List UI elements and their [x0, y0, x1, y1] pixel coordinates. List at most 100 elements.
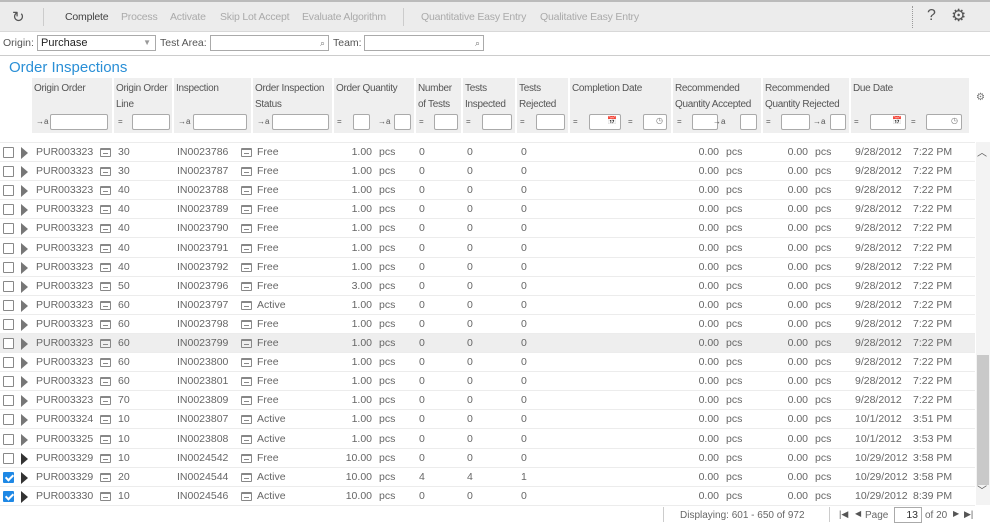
open-detail-icon[interactable] [241, 167, 252, 177]
filter-operator-icon[interactable]: = [766, 117, 771, 126]
column-filter-input[interactable] [394, 114, 411, 130]
open-detail-icon[interactable] [100, 396, 111, 406]
column-filter-input[interactable] [272, 114, 329, 130]
first-page-icon[interactable]: |◀ [839, 509, 849, 519]
row-checkbox[interactable] [3, 185, 14, 197]
column-filter-input[interactable]: 📅 [870, 114, 906, 130]
table-row[interactable]: PUR003323 40 IN0023790 Free 1.00 pcs 0 0 0 0.00 pc… [0, 219, 975, 239]
open-detail-icon[interactable] [241, 434, 252, 444]
expand-arrow-icon[interactable] [21, 204, 28, 217]
filter-operator-icon[interactable]: →a [257, 117, 270, 126]
column-filter-input[interactable] [781, 114, 810, 130]
row-checkbox[interactable] [3, 261, 14, 273]
table-row[interactable]: PUR003323 30 IN0023787 Free 1.00 pcs 0 0 0 0.00 pc… [0, 162, 975, 182]
open-detail-icon[interactable] [100, 186, 111, 196]
table-row[interactable]: PUR003324 10 IN0023807 Active 1.00 pcs 0 0 0 0.00… [0, 410, 975, 430]
filter-operator-icon[interactable]: →a [713, 117, 726, 126]
table-row[interactable]: PUR003325 10 IN0023808 Active 1.00 pcs 0 0 0 0.00… [0, 430, 975, 449]
help-button[interactable]: ? [927, 7, 936, 24]
open-detail-icon[interactable] [241, 453, 252, 463]
expand-arrow-icon[interactable] [21, 318, 28, 331]
open-detail-icon[interactable] [241, 396, 252, 406]
lookup-icon[interactable]: ⌕ [319, 38, 325, 48]
row-checkbox[interactable] [3, 204, 14, 216]
open-detail-icon[interactable] [241, 205, 252, 215]
filter-operator-icon[interactable]: = [419, 117, 424, 126]
row-checkbox[interactable] [3, 490, 14, 502]
filter-operator-icon[interactable]: →a [813, 117, 826, 126]
row-checkbox[interactable] [3, 414, 14, 426]
table-row[interactable]: PUR003323 60 IN0023797 Active 1.00 pcs 0 0 0 0.00… [0, 296, 975, 315]
row-checkbox[interactable] [3, 299, 14, 311]
row-checkbox[interactable] [3, 376, 14, 388]
row-checkbox[interactable] [3, 452, 14, 464]
open-detail-icon[interactable] [100, 281, 111, 291]
expand-arrow-icon[interactable] [21, 357, 28, 370]
activate-button[interactable]: Activate [170, 11, 206, 23]
open-detail-icon[interactable] [241, 319, 252, 329]
column-filter-input[interactable]: ◷ [643, 114, 667, 130]
table-row[interactable]: PUR003323 70 IN0023809 Free 1.00 pcs 0 0 0 0.00 pc… [0, 391, 975, 411]
scrollbar-thumb[interactable] [977, 355, 989, 485]
process-button[interactable]: Process [121, 11, 158, 23]
filter-operator-icon[interactable]: = [466, 117, 471, 126]
last-page-icon[interactable]: ▶| [964, 509, 974, 519]
row-checkbox[interactable] [3, 395, 14, 407]
filter-operator-icon[interactable]: = [520, 117, 525, 126]
filter-operator-icon[interactable]: = [337, 117, 342, 126]
column-header[interactable]: Tests Inspected [463, 78, 515, 133]
row-checkbox[interactable] [3, 318, 14, 330]
open-detail-icon[interactable] [241, 491, 252, 501]
open-detail-icon[interactable] [241, 300, 252, 310]
open-detail-icon[interactable] [241, 281, 252, 291]
column-filter-input[interactable] [740, 114, 757, 130]
scroll-down-icon[interactable]: ﹀ [977, 486, 987, 497]
filter-operator-icon[interactable]: →a [378, 117, 391, 126]
expand-arrow-icon[interactable] [21, 147, 28, 159]
next-page-icon[interactable]: ▶ [953, 509, 960, 518]
column-filter-input[interactable] [353, 114, 370, 130]
column-filter-input[interactable]: 📅 [589, 114, 621, 130]
open-detail-icon[interactable] [100, 358, 111, 368]
complete-button[interactable]: Complete [65, 11, 109, 23]
filter-operator-icon[interactable]: = [573, 117, 578, 126]
evaluate-algorithm-button[interactable]: Evaluate Algorithm [302, 11, 386, 23]
expand-arrow-icon[interactable] [21, 433, 28, 446]
open-detail-icon[interactable] [241, 224, 252, 234]
expand-arrow-icon[interactable] [21, 338, 28, 350]
open-detail-icon[interactable] [241, 472, 252, 482]
column-filter-input[interactable] [536, 114, 565, 130]
expand-arrow-icon[interactable] [21, 471, 28, 484]
expand-arrow-icon[interactable] [21, 376, 28, 389]
qualitative-easy-entry-button[interactable]: Qualitative Easy Entry [540, 11, 639, 23]
expand-arrow-icon[interactable] [21, 242, 28, 255]
expand-arrow-icon[interactable] [21, 452, 28, 465]
open-detail-icon[interactable] [241, 243, 252, 253]
open-detail-icon[interactable] [100, 300, 111, 310]
row-checkbox[interactable] [3, 242, 14, 254]
open-detail-icon[interactable] [241, 415, 252, 425]
expand-arrow-icon[interactable] [21, 261, 28, 274]
open-detail-icon[interactable] [100, 377, 111, 387]
test-area-input[interactable]: ⌕ [210, 35, 329, 51]
calendar-icon[interactable]: 📅 [892, 116, 902, 125]
column-filter-input[interactable] [830, 114, 846, 130]
table-row[interactable]: PUR003323 60 IN0023799 Free 1.00 pcs 0 0 0 0.00 pc… [0, 334, 975, 353]
table-row[interactable]: PUR003323 40 IN0023792 Free 1.00 pcs 0 0 0 0.00 pc… [0, 258, 975, 277]
open-detail-icon[interactable] [100, 472, 111, 482]
table-row[interactable]: PUR003329 20 IN0024544 Active 10.00 pcs 4 4 1 0.0… [0, 468, 975, 487]
open-detail-icon[interactable] [100, 491, 111, 501]
table-row[interactable]: PUR003330 10 IN0024546 Active 10.00 pcs 0 0 0 0.0… [0, 487, 975, 506]
origin-select[interactable]: Purchase ▼ [37, 35, 156, 51]
open-detail-icon[interactable] [100, 434, 111, 444]
row-checkbox[interactable] [3, 338, 14, 349]
open-detail-icon[interactable] [241, 186, 252, 196]
gear-icon[interactable]: ⚙ [951, 6, 967, 25]
filter-operator-icon[interactable]: = [628, 117, 633, 126]
open-detail-icon[interactable] [241, 358, 252, 368]
open-detail-icon[interactable] [100, 262, 111, 272]
skip-lot-accept-button[interactable]: Skip Lot Accept [220, 11, 290, 23]
table-row[interactable]: PUR003329 10 IN0024542 Free 10.00 pcs 0 0 0 0.00 p… [0, 449, 975, 468]
expand-arrow-icon[interactable] [21, 414, 28, 427]
scroll-up-icon[interactable]: ︿ [977, 148, 987, 159]
